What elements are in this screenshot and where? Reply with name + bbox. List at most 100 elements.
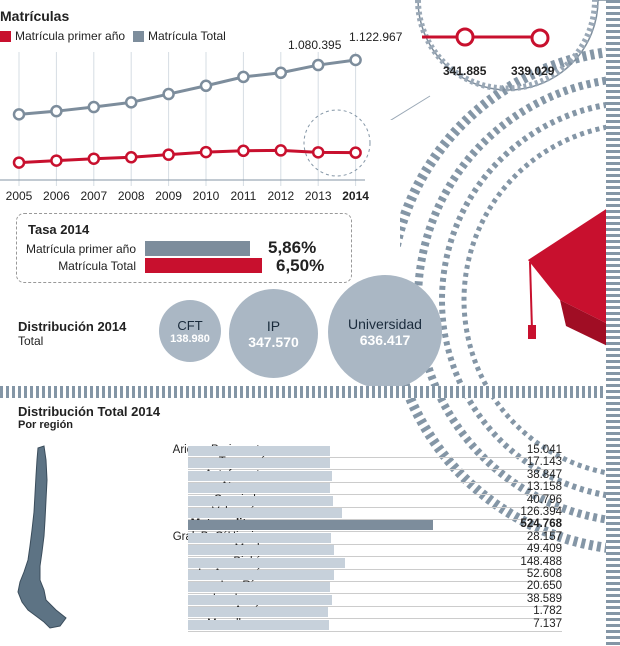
data-point [274,66,288,80]
region-table: Arica y Parinacota15.041Tarapacá17.143An… [0,444,606,645]
region-bar [188,520,433,531]
region-bar [188,570,334,580]
bubble-universidad: Universidad 636.417 [328,275,442,389]
region-row: Metropolitana524.768 [80,518,562,533]
region-divider [188,457,562,458]
tasa-label-total: Matrícula Total [58,259,136,273]
total-label-2013: 1.080.395 [288,38,342,52]
zoom-point-2013 [455,27,475,47]
zoom-circle-edge [415,0,598,92]
ring-icon [461,122,620,478]
tasa-title: Tasa 2014 [28,222,90,237]
x-tick-label: 2006 [43,189,70,203]
bubble-universidad-value: 636.417 [359,332,411,348]
tasa-bar-total [145,258,262,273]
region-value: 40.796 [526,493,562,506]
bubble-ip-name: IP [266,317,281,334]
bubble-cft-name: CFT [177,317,203,333]
data-point [274,144,288,157]
x-tick-label: 2005 [6,189,33,203]
data-point [237,70,250,84]
section-title: Matrículas [0,8,70,24]
region-divider [188,506,562,508]
x-tick-label: 2012 [267,189,294,203]
data-point [12,108,26,121]
region-bar [188,619,329,630]
region-value: 148.488 [520,555,562,568]
zoom-source-circle [303,109,371,177]
region-bar [188,458,330,469]
region-bar [188,607,329,618]
region-bar [188,470,333,481]
data-point [50,104,63,118]
region-value: 1.782 [533,605,562,618]
tasa-bar-first-year [145,241,251,256]
x-tick-label: 2011 [230,189,256,203]
region-title: Distribución Total 2014 [18,404,161,419]
total-label-2014: 1.122.967 [349,30,403,44]
cap-side-icon [560,300,620,352]
region-value: 52.608 [526,568,562,580]
region-divider [188,543,562,545]
region-bar [188,483,330,494]
tasa-box [16,213,352,283]
x-tick-label: 2010 [193,189,220,203]
data-point [12,156,26,169]
tasa-value-first-year: 5,86% [268,238,317,257]
region-bar [188,594,333,605]
bubble-ip: IP 347.570 [229,289,318,378]
data-point [87,152,101,165]
region-bar [188,545,334,556]
region-bar [188,557,345,568]
region-bar [188,508,343,518]
region-divider [188,630,562,632]
legend-total-label: Matrícula Total [148,29,226,43]
data-point [349,53,362,67]
region-divider [188,618,562,620]
tasa-value-total: 6,50% [276,256,325,275]
x-tick-label: 2014 [342,189,369,203]
region-row: Maule49.409 [80,543,562,558]
region-bar [188,446,330,456]
data-point [50,154,63,167]
data-point [237,144,250,158]
region-value: 49.409 [526,543,562,556]
x-tick-label: 2007 [80,189,107,203]
data-point [311,58,325,72]
region-row: Los Lagos38.589 [80,593,562,607]
data-point [162,87,175,101]
legend-swatch-steel [133,30,144,42]
region-divider [188,531,562,533]
zoom-connector [390,95,431,120]
legend-swatch-red [0,30,11,42]
region-row: Valparaíso126.394 [80,506,562,520]
data-point [199,79,213,93]
bubble-cft: CFT 138.980 [159,300,221,362]
bubble-universidad-name: Universidad [348,316,422,332]
stripe-bar-icon [606,0,620,646]
region-bar [188,582,331,593]
data-point [124,151,138,164]
region-row: Atacama13.158 [80,481,562,496]
region-value: 13.158 [526,481,562,494]
region-value: 28.157 [526,530,562,543]
zoom-point-2014 [530,28,550,48]
legend-total: Matrícula Total [133,29,226,43]
region-value: 7.137 [533,617,562,630]
region-row: Los Ríos20.650 [80,580,562,595]
region-divider [188,568,562,570]
region-divider [188,469,562,471]
region-row: Arica y Parinacota15.041 [80,444,562,458]
region-value: 38.847 [526,468,562,481]
region-value: 17.143 [526,456,562,469]
legend-first-year-label: Matrícula primer año [15,29,126,43]
tasa-label-first-year: Matrícula primer año [25,242,136,256]
region-divider [188,593,562,595]
region-row: Gral. B. O´Higgins28.157 [80,530,562,545]
region-divider [188,605,562,607]
x-tick-label: 2009 [155,189,182,203]
data-point [162,148,175,161]
tassel-end-icon [528,325,536,339]
region-value: 20.650 [526,580,562,593]
region-row: Aysén1.782 [80,605,562,620]
